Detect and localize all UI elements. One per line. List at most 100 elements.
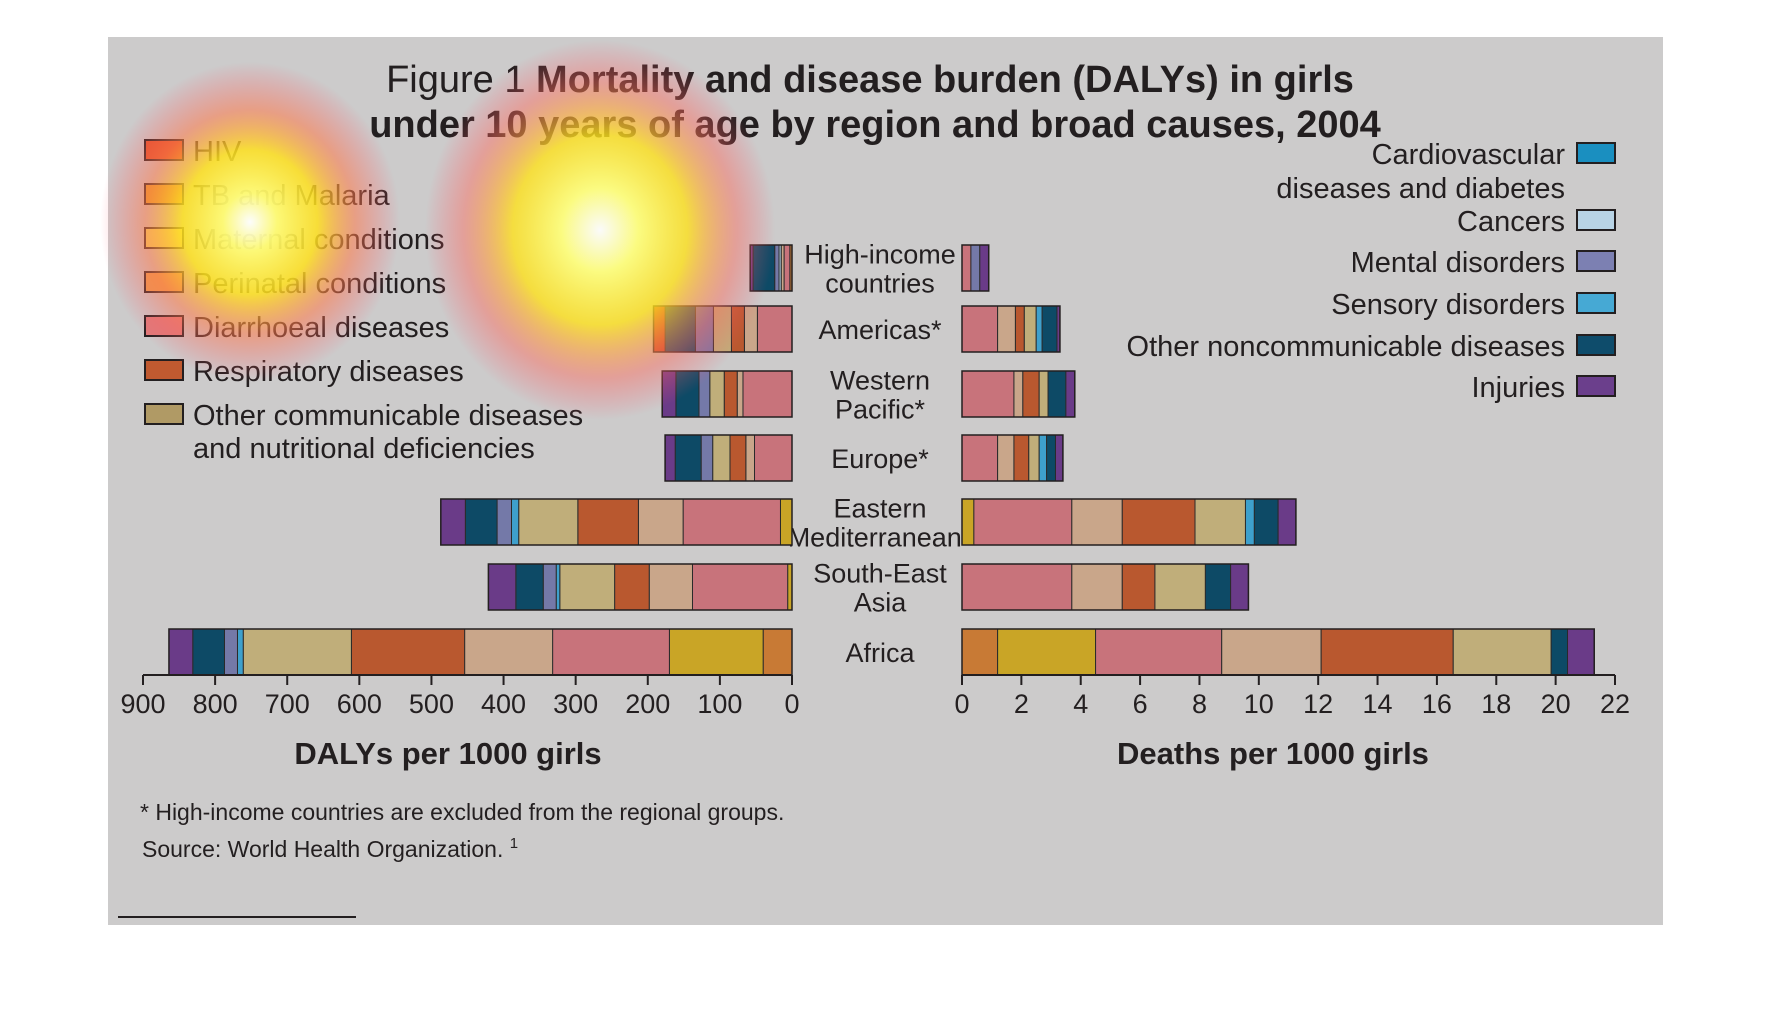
bar-segment-other-communicable-tan bbox=[1071, 498, 1123, 546]
x-tick-label: 12 bbox=[1303, 689, 1333, 719]
bar-segment-respiratory-diseases bbox=[350, 628, 466, 676]
bar-segment-other-communicable-diseases-and-nutritional-deficiencies bbox=[712, 305, 732, 353]
bar-segment-other-communicable-tan bbox=[1071, 563, 1123, 611]
region-label: South-East bbox=[813, 559, 947, 589]
bar-segment-other-noncommunicable-diseases bbox=[1550, 628, 1569, 676]
bar-segment-other-noncommunicable-diseases bbox=[1046, 434, 1056, 482]
region-label: Western bbox=[830, 366, 930, 396]
bar-segment-diarrhoeal-diseases bbox=[742, 370, 793, 418]
bar-segment-other-communicable-tan bbox=[997, 434, 1015, 482]
bar-segment-mental-disorders bbox=[496, 498, 512, 546]
bar-outline bbox=[961, 498, 1297, 546]
region-label: Africa bbox=[845, 638, 915, 668]
x-tick-label: 2 bbox=[1014, 689, 1029, 719]
x-tick-label: 10 bbox=[1244, 689, 1274, 719]
bar-segment-other-communicable-diseases-and-nutritional-deficiencies bbox=[709, 370, 725, 418]
figure-title-prefix: Figure 1 bbox=[386, 59, 525, 101]
legend-swatch-other-noncommunicable-diseases bbox=[1576, 334, 1616, 356]
bar-segment-sensory-disorders bbox=[1038, 434, 1048, 482]
legend-swatch-tb-and-malaria bbox=[144, 183, 184, 205]
bar-segment-other-noncommunicable-diseases bbox=[674, 434, 702, 482]
legend-swatch-maternal-conditions bbox=[144, 227, 184, 249]
bar-segment-diarrhoeal-diseases bbox=[973, 498, 1073, 546]
x-tick-label: 0 bbox=[954, 689, 969, 719]
bar-segment-injuries bbox=[1054, 434, 1064, 482]
legend-label: Respiratory diseases bbox=[193, 356, 464, 388]
bar-segment-injuries bbox=[1277, 498, 1297, 546]
region-label: Eastern bbox=[833, 494, 926, 524]
legend-swatch-other-communicable-diseases-and-nutritional-deficiencies bbox=[144, 403, 184, 425]
bar-segment-respiratory-diseases bbox=[577, 498, 639, 546]
x-tick-label: 700 bbox=[265, 689, 310, 719]
legend-swatch-sensory-disorders bbox=[1576, 292, 1616, 314]
bar-segment-mental-disorders bbox=[542, 563, 557, 611]
bar-segment-diarrhoeal-diseases bbox=[961, 434, 999, 482]
bar-segment-mental-disorders bbox=[774, 244, 780, 292]
legend-label: Injuries bbox=[1472, 372, 1566, 404]
bar-segment-respiratory-diseases bbox=[1014, 305, 1025, 353]
bar-segment-diarrhoeal-diseases bbox=[783, 244, 791, 292]
legend-swatch-injuries bbox=[1576, 375, 1616, 397]
source-text: Source: World Health Organization. bbox=[142, 836, 503, 862]
bar-segment-injuries bbox=[1230, 563, 1249, 611]
bar-segment-sensory-disorders bbox=[1035, 305, 1043, 353]
bar-segment-other-communicable-diseases-and-nutritional-deficiencies bbox=[1452, 628, 1552, 676]
bar-segment-diarrhoeal-diseases bbox=[691, 563, 789, 611]
bar-segment-other-communicable-tan bbox=[745, 434, 756, 482]
bar-segment-other-communicable-diseases-and-nutritional-deficiencies bbox=[1028, 434, 1040, 482]
bar-segment-other-noncommunicable-diseases bbox=[515, 563, 544, 611]
legend-label: and nutritional deficiencies bbox=[193, 433, 535, 465]
x-tick-label: 200 bbox=[625, 689, 670, 719]
bar-segment-diarrhoeal-diseases bbox=[961, 563, 1073, 611]
bar-segment-other-communicable-tan bbox=[464, 628, 554, 676]
x-tick-label: 300 bbox=[553, 689, 598, 719]
legend-label: Cardiovascular bbox=[1372, 139, 1566, 171]
region-label: Pacific* bbox=[835, 395, 926, 425]
footnote: * High-income countries are excluded fro… bbox=[140, 799, 784, 825]
bar-outline bbox=[440, 498, 793, 546]
bar-segment-other-noncommunicable-diseases bbox=[1047, 370, 1067, 418]
x-tick-label: 8 bbox=[1192, 689, 1207, 719]
bar-segment-respiratory-diseases bbox=[1121, 563, 1156, 611]
deaths-chart: 0 2 4 6 8 10 12 14 16 18 20 22 bbox=[954, 244, 1630, 719]
x-tick-label: 4 bbox=[1073, 689, 1088, 719]
bar-segment-injuries bbox=[979, 244, 990, 292]
bar-segment-other-communicable-tan bbox=[997, 305, 1016, 353]
legend-label: Other communicable diseases bbox=[193, 400, 583, 432]
legend-swatch-mental-disorders bbox=[1576, 250, 1616, 272]
bar-segment-mental-disorders bbox=[223, 628, 238, 676]
bar-segment-injuries bbox=[661, 370, 677, 418]
bar-segment-other-noncommunicable-diseases bbox=[192, 628, 225, 676]
bar-outline bbox=[961, 244, 990, 292]
bar-segment-respiratory-diseases bbox=[614, 563, 650, 611]
bar-outline bbox=[961, 370, 1076, 418]
bar-segment-respiratory-diseases bbox=[1022, 370, 1040, 418]
region-label: Americas* bbox=[818, 315, 942, 345]
bar-segment-diarrhoeal-diseases bbox=[682, 498, 781, 546]
bar-segment-perinatal-conditions bbox=[762, 628, 793, 676]
x-tick-label: 16 bbox=[1422, 689, 1452, 719]
legend-label: Other noncommunicable diseases bbox=[1127, 331, 1565, 363]
legend-label: diseases and diabetes bbox=[1276, 173, 1565, 205]
bar-segment-other-communicable-tan bbox=[743, 305, 758, 353]
bar-segment-other-noncommunicable-diseases bbox=[752, 244, 776, 292]
x-tick-label: 20 bbox=[1541, 689, 1571, 719]
legend-label: Maternal conditions bbox=[193, 224, 444, 256]
source-reference: 1 bbox=[510, 835, 518, 852]
bar-segment-other-noncommunicable-diseases bbox=[675, 370, 700, 418]
x-tick-label: 14 bbox=[1363, 689, 1393, 719]
bar-segment-injuries bbox=[487, 563, 517, 611]
x-tick-label: 600 bbox=[337, 689, 382, 719]
bar-segment-other-noncommunicable-diseases bbox=[1204, 563, 1232, 611]
figure-title-line1: Mortality and disease burden (DALYs) in … bbox=[536, 59, 1354, 101]
bar-segment-other-communicable-diseases-and-nutritional-deficiencies bbox=[518, 498, 579, 546]
figure-title-line2: under 10 years of age by region and broa… bbox=[369, 104, 1381, 146]
bar-segment-other-communicable-tan bbox=[648, 563, 693, 611]
region-label: High-income bbox=[804, 240, 956, 270]
bar-segment-diarrhoeal-diseases bbox=[961, 244, 972, 292]
bar-outline bbox=[664, 434, 793, 482]
bar-segment-other-communicable-tan bbox=[1013, 370, 1024, 418]
x-tick-label: 100 bbox=[697, 689, 742, 719]
